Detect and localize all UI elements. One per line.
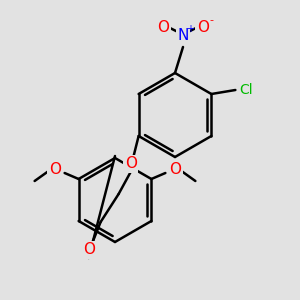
Text: +: + bbox=[186, 24, 194, 34]
Text: O: O bbox=[82, 242, 94, 257]
Text: O: O bbox=[169, 161, 181, 176]
Text: O: O bbox=[157, 20, 169, 34]
Text: O: O bbox=[124, 157, 136, 172]
Text: -: - bbox=[209, 15, 213, 25]
Text: O: O bbox=[197, 20, 209, 34]
Text: O: O bbox=[49, 161, 61, 176]
Text: N: N bbox=[177, 28, 189, 43]
Text: Cl: Cl bbox=[240, 83, 253, 97]
